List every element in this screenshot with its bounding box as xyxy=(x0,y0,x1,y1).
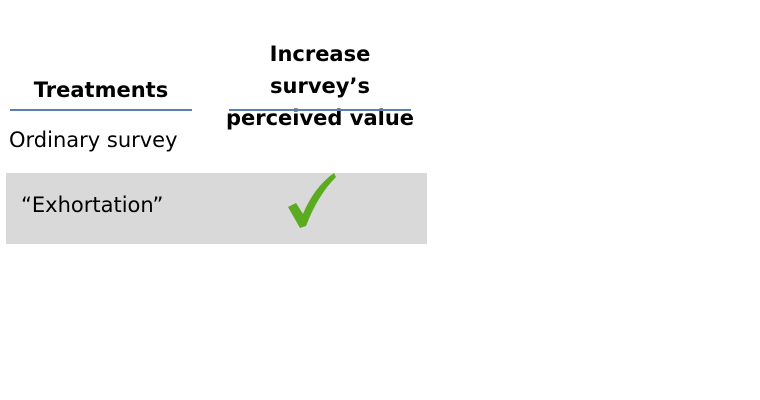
row-ordinary-survey-label: Ordinary survey xyxy=(9,128,178,152)
header-rule-treatments xyxy=(10,109,192,111)
header-perceived-value-line1: Increase survey’s xyxy=(269,42,371,98)
header-perceived-value-line2: perceived value xyxy=(225,106,415,130)
checkmark-icon xyxy=(288,173,336,228)
row-exhortation-label: “Exhortation” xyxy=(21,193,164,217)
row-exhortation-band xyxy=(6,173,427,244)
header-treatments: Treatments xyxy=(33,78,169,102)
header-perceived-value: Increase survey’s perceived value xyxy=(222,38,418,134)
header-rule-value xyxy=(229,109,411,111)
